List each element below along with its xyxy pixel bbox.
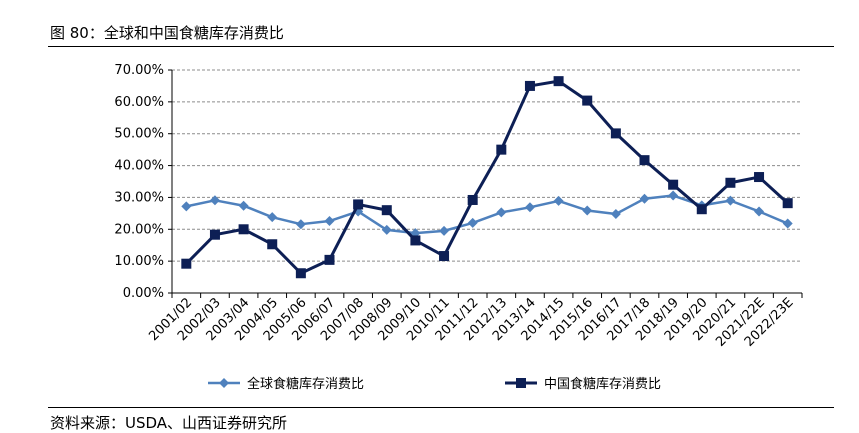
data-point-diamond xyxy=(381,224,392,235)
data-point-diamond xyxy=(582,205,593,216)
series-line xyxy=(185,79,789,275)
data-point-square xyxy=(639,155,650,166)
data-point-square xyxy=(668,179,679,190)
data-point-square xyxy=(381,205,392,216)
data-point-diamond xyxy=(295,219,306,230)
data-point-square xyxy=(209,229,220,240)
y-tick-label: 20.00% xyxy=(114,222,164,237)
legend-marker-diamond xyxy=(219,378,229,388)
data-point-diamond xyxy=(324,216,335,227)
data-point-diamond xyxy=(668,190,679,201)
legend-marker-square xyxy=(516,378,526,388)
data-point-square xyxy=(295,268,306,279)
y-axis: 0.00% 10.00% 20.00% 30.00% 40.00% 50.00% 60.00… xyxy=(114,63,173,301)
data-point-square xyxy=(181,258,192,269)
x-axis: 2001/022002/032003/042004/052005/062006/… xyxy=(146,292,803,350)
data-point-square xyxy=(782,198,793,209)
data-point-square xyxy=(439,251,450,262)
legend-label: 全球食糖库存消费比 xyxy=(247,376,364,392)
data-point-diamond xyxy=(467,217,478,228)
data-point-diamond xyxy=(553,195,564,206)
data-point-square xyxy=(725,177,736,188)
data-point-diamond xyxy=(524,202,535,213)
data-point-diamond xyxy=(439,225,450,236)
data-point-diamond xyxy=(639,193,650,204)
legend-item-1: 全球食糖库存消费比 xyxy=(208,376,364,392)
gridlines xyxy=(172,69,802,262)
data-point-square xyxy=(324,254,335,265)
legend-label: 中国食糖库存消费比 xyxy=(544,376,661,392)
data-point-square xyxy=(553,76,564,87)
data-point-diamond xyxy=(782,218,793,229)
bottom-rule xyxy=(48,407,834,408)
data-point-square xyxy=(696,204,707,215)
data-point-square xyxy=(496,144,507,155)
data-point-square xyxy=(238,224,249,235)
y-tick-label: 30.00% xyxy=(114,190,164,205)
figure-title: 图 80：全球和中国食糖库存消费比 xyxy=(50,24,284,42)
data-point-square xyxy=(410,235,421,246)
data-point-diamond xyxy=(267,212,278,223)
y-tick-label: 70.00% xyxy=(114,63,164,78)
series-line xyxy=(186,194,789,235)
legend-item-2: 中国食糖库存消费比 xyxy=(505,376,661,392)
data-point-diamond xyxy=(496,207,507,218)
data-point-square xyxy=(610,128,621,139)
data-point-square xyxy=(467,194,478,205)
y-tick-label: 10.00% xyxy=(114,254,164,269)
series-layer xyxy=(181,76,793,279)
data-point-square xyxy=(353,199,364,210)
y-tick-label: 50.00% xyxy=(114,127,164,142)
data-point-diamond xyxy=(725,195,736,206)
data-point-diamond xyxy=(181,201,192,212)
data-point-diamond xyxy=(610,208,621,219)
legend: 全球食糖库存消费比 中国食糖库存消费比 xyxy=(208,376,661,392)
top-rule xyxy=(48,46,834,47)
data-point-square xyxy=(267,239,278,250)
y-tick-label: 60.00% xyxy=(114,95,164,110)
data-point-square xyxy=(524,80,535,91)
data-point-square xyxy=(754,172,765,183)
source-note: 资料来源：USDA、山西证券研究所 xyxy=(50,414,288,432)
data-point-diamond xyxy=(754,206,765,217)
series-2 xyxy=(181,76,793,279)
y-tick-label: 0.00% xyxy=(123,286,164,301)
data-point-diamond xyxy=(209,195,220,206)
data-point-diamond xyxy=(238,200,249,211)
y-tick-label: 40.00% xyxy=(114,159,164,174)
data-point-square xyxy=(582,95,593,106)
